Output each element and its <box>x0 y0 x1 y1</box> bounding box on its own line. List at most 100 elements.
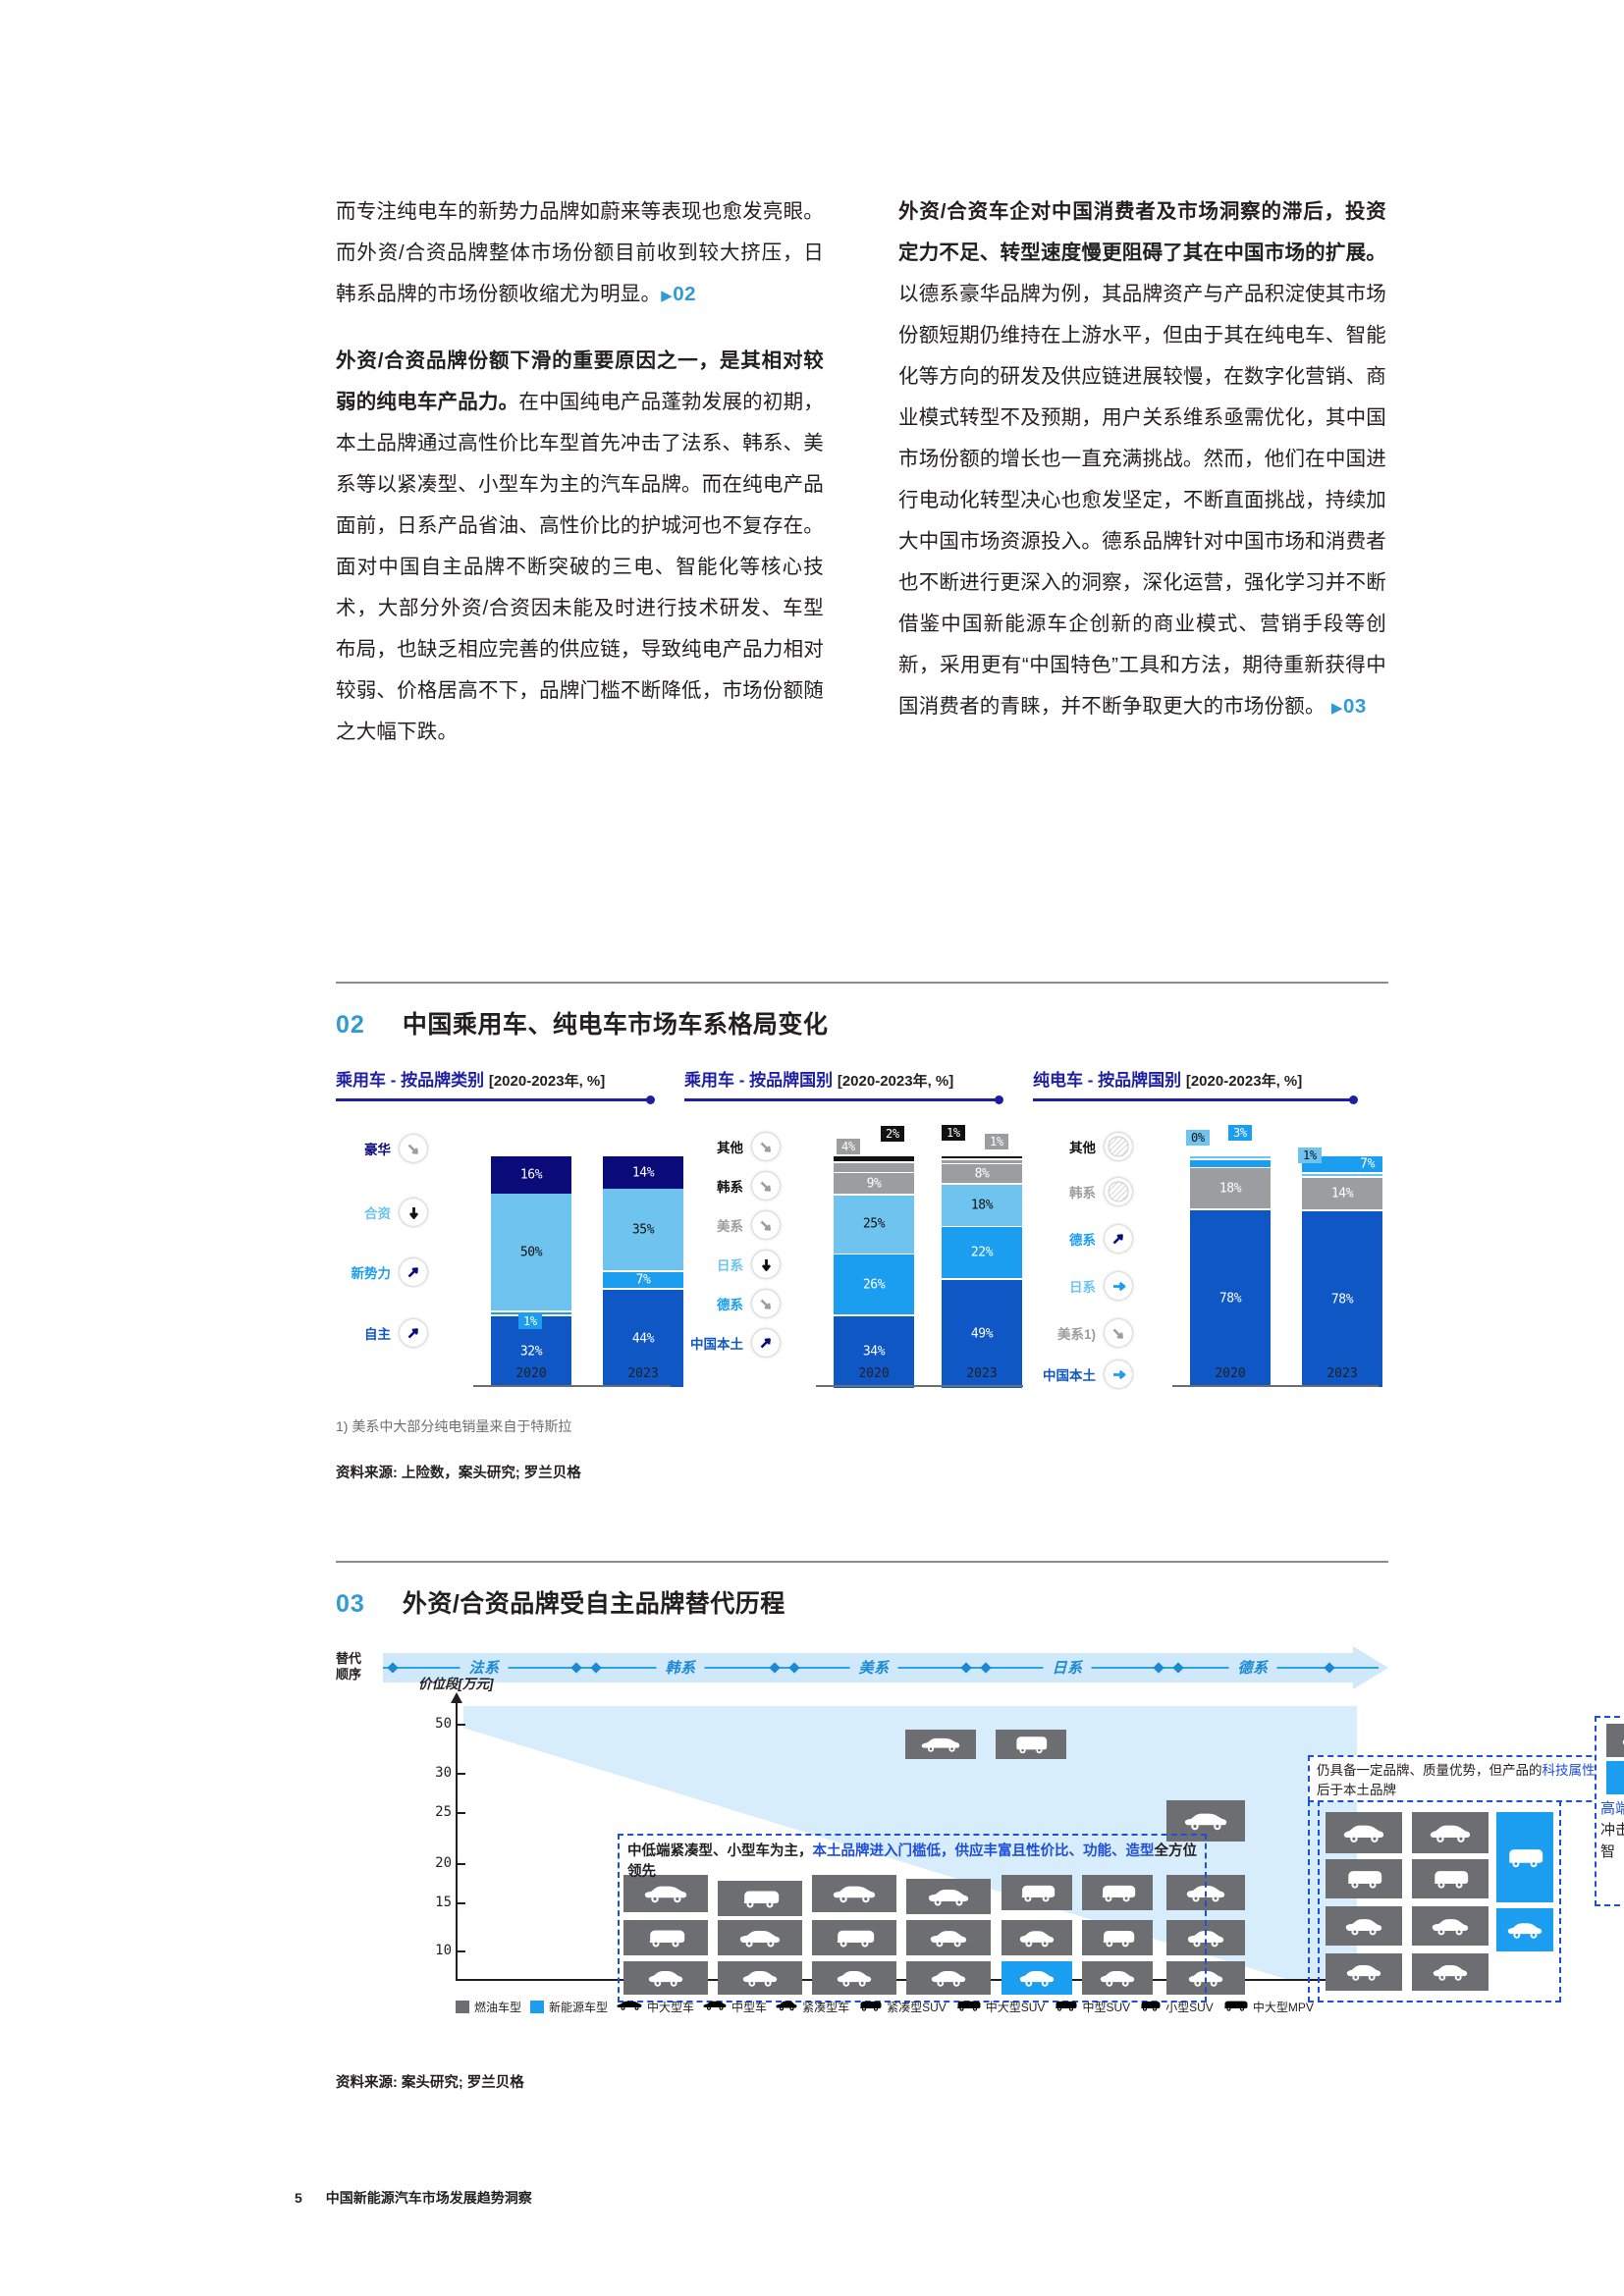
car-cell <box>812 1961 896 1995</box>
figure-ref-03[interactable]: ▶03 <box>1330 695 1367 718</box>
exhibit-03-rule <box>336 1561 1388 1563</box>
page-number: 5 <box>295 2190 302 2206</box>
bar-2020-bev: 18% 78% <box>1190 1156 1271 1387</box>
exhibit-02-source: 资料来源: 上险数，案头研究; 罗兰贝格 <box>336 1466 581 1481</box>
compact-suv-icon <box>858 2000 882 2015</box>
trend-down-right-icon <box>752 1290 780 1317</box>
legend-label: 中型车 <box>731 2001 768 2014</box>
trend-hatched-icon <box>1105 1178 1132 1205</box>
era-american: 美系 <box>849 1657 898 1678</box>
callout-box-mid-text-frame: 仍具备一定品牌、质量优势，但产品的科技属性全面落后于本土品牌 <box>1308 1755 1624 1802</box>
car-cell <box>1412 1953 1489 1991</box>
legend-label: 中大型SUV <box>985 2001 1046 2014</box>
car-cell <box>1412 1812 1489 1853</box>
suv-large-icon <box>955 2000 981 2015</box>
trend-down-right-icon <box>1105 1319 1132 1347</box>
callout-2pct-2020: 2% <box>881 1126 904 1142</box>
y-tick-10: 10 <box>435 1943 452 1958</box>
bar-2023-country: 8% 18% 22% 49% <box>942 1156 1022 1388</box>
car-cell <box>1412 1859 1489 1898</box>
bar-2023-bev: 7% 14% 78% <box>1302 1156 1382 1387</box>
trend-down-right-icon <box>752 1172 780 1200</box>
p3-text: 以德系豪华品牌为例，其品牌资产与产品积淀使其市场份额短期仍维持在上游水平，但由于… <box>898 283 1386 718</box>
x-label-2020: 2020 <box>515 1366 547 1381</box>
suv-small-icon <box>1139 2000 1161 2015</box>
exhibit-02-number: 02 <box>336 1011 365 1039</box>
car-cell <box>906 1879 991 1914</box>
era-german: 德系 <box>1228 1657 1277 1678</box>
callout-1pct-2023: 1% <box>1298 1148 1322 1163</box>
paragraph-3: 外资/合资车企对中国消费者及市场洞察的滞后，投资定力不足、转型速度慢更阻碍了其在… <box>898 191 1386 729</box>
car-cell <box>905 1730 976 1759</box>
right-text-column: 外资/合资车企对中国消费者及市场洞察的滞后，投资定力不足、转型速度慢更阻碍了其在… <box>898 191 1386 753</box>
exhibit-02: 02 中国乘用车、纯电车市场车系格局变化 乘用车 - 按品牌类别 [2020-2… <box>336 982 1388 1482</box>
p3-lead: 外资/合资车企对中国消费者及市场洞察的滞后，投资定力不足、转型速度慢更阻碍了其在… <box>898 200 1386 264</box>
callout-4pct-2020: 4% <box>837 1139 860 1154</box>
legend-label: 小型SUV <box>1165 2001 1214 2014</box>
panel-2-chart: 其他 韩系 美系 <box>684 1125 1033 1388</box>
cat-label-japanese: 日系 <box>717 1258 743 1273</box>
legend-label: 新能源车型 <box>549 2001 609 2014</box>
x-label-2023: 2023 <box>627 1366 659 1381</box>
exhibit-03: 03 外资/合资品牌受自主品牌替代历程 替代 顺序 法系 韩系 美系 <box>336 1561 1624 2092</box>
y-axis <box>451 1692 462 1979</box>
exhibit-02-panels: 乘用车 - 按品牌类别 [2020-2023年, %] 豪华 合资 <box>336 1066 1388 1388</box>
exhibit-03-header: 03 外资/合资品牌受自主品牌替代历程 <box>336 1584 1388 1620</box>
cat-label-other: 其他 <box>717 1141 743 1155</box>
callout-box-mid-inner <box>1308 1800 1561 2002</box>
exhibit-03-legend: 燃油车型 新能源车型 中大型车 中型车 紧凑型车 <box>456 1999 1314 2015</box>
cat-label-korean: 韩系 <box>1069 1186 1096 1201</box>
legend-item: 小型SUV <box>1139 1999 1214 2015</box>
panel-3-title: 纯电车 - 按品牌国别 [2020-2023年, %] <box>1033 1071 1303 1090</box>
article-columns: 而专注纯电车的新势力品牌如蔚来等表现也愈发亮眼。而外资/合资品牌整体市场份额目前… <box>336 191 1386 753</box>
cat-label-german: 德系 <box>1069 1233 1096 1248</box>
panel-1-title: 乘用车 - 按品牌类别 [2020-2023年, %] <box>336 1071 606 1090</box>
exhibit-03-source: 资料来源: 案头研究; 罗兰贝格 <box>336 2075 524 2091</box>
car-cell <box>812 1875 896 1912</box>
panel-3-chart: 其他 韩系 德系 <box>1033 1125 1388 1388</box>
page-footer: 5 中国新能源汽车市场发展趋势洞察 <box>295 2188 532 2208</box>
y-tick-50: 50 <box>435 1716 452 1732</box>
car-cell <box>812 1920 896 1955</box>
y-axis-unit: 价位段[万元] <box>418 1677 494 1691</box>
car-cell-nev <box>1496 1812 1553 1902</box>
trend-down-icon <box>400 1199 427 1226</box>
sedan-large-icon <box>617 2000 642 2014</box>
car-cell <box>623 1875 708 1912</box>
car-cell <box>718 1881 802 1916</box>
legend-item: 紧凑型SUV <box>858 1999 947 2015</box>
paragraph-1: 而专注纯电车的新势力品牌如蔚来等表现也愈发亮眼。而外资/合资品牌整体市场份额目前… <box>336 191 824 317</box>
car-cell <box>1326 1953 1402 1991</box>
era-japanese: 日系 <box>1043 1657 1092 1678</box>
callout-right-text-wrap: 高端新势力冲击用户心智 <box>1600 1798 1624 1887</box>
callout-box-left: 中低端紧凑型、小型车为主，本土品牌进入门槛低，供应丰富且性价比、功能、造型全方位… <box>618 1834 1207 2002</box>
paragraph-2: 外资/合资品牌份额下滑的重要原因之一，是其相对较弱的纯电车产品力。在中国纯电产品… <box>336 341 824 753</box>
figure-ref-02[interactable]: ▶02 <box>661 283 697 305</box>
exhibit-03-title: 外资/合资品牌受自主品牌替代历程 <box>402 1590 785 1618</box>
suv-mid-icon <box>1054 2000 1077 2015</box>
cat-label-jv: 合资 <box>364 1206 391 1221</box>
legend-label: 紧凑型车 <box>802 2001 850 2014</box>
car-cell <box>1082 1961 1153 1995</box>
x-label-2020: 2020 <box>1215 1366 1246 1381</box>
trend-down-right-icon <box>400 1135 427 1162</box>
legend-swatch-nev <box>530 2001 545 2013</box>
p1-text: 而专注纯电车的新势力品牌如蔚来等表现也愈发亮眼。而外资/合资品牌整体市场份额目前… <box>336 200 824 305</box>
cat-label-luxury: 豪华 <box>364 1143 391 1157</box>
trend-down-right-icon <box>752 1211 780 1239</box>
exhibit-02-rule <box>336 982 1388 984</box>
x-label-2020: 2020 <box>858 1366 890 1381</box>
panel-2-underline <box>684 1095 1033 1105</box>
cat-label-german: 德系 <box>717 1298 743 1312</box>
callout-right-text: 高端新势力冲击用户心智 <box>1600 1800 1624 1860</box>
era-korean: 韩系 <box>656 1657 705 1678</box>
panel-brand-category: 乘用车 - 按品牌类别 [2020-2023年, %] 豪华 合资 <box>336 1066 684 1387</box>
panel-1-chart: 豪华 合资 新势力 <box>336 1127 684 1387</box>
era-french: 法系 <box>460 1657 509 1678</box>
trend-down-right-icon <box>752 1133 780 1160</box>
exhibit-03-number: 03 <box>336 1590 365 1618</box>
exhibit-03-chart: 替代 顺序 法系 韩系 美系 日系 德系 价位段[万元] <box>336 1645 1624 2028</box>
x-label-2023: 2023 <box>1326 1366 1358 1381</box>
mpv-icon <box>1222 2000 1248 2015</box>
car-cell <box>1606 1724 1624 1757</box>
